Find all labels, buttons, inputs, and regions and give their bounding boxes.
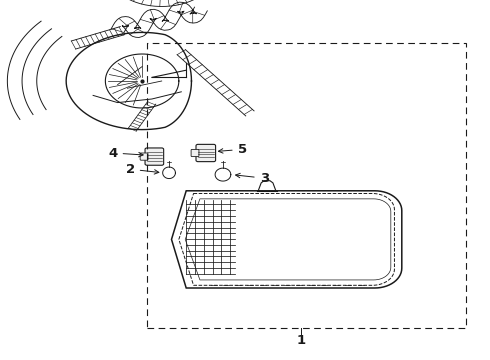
- Text: 4: 4: [108, 147, 143, 159]
- Text: 1: 1: [297, 334, 306, 347]
- Text: 2: 2: [125, 163, 159, 176]
- Text: 3: 3: [236, 172, 269, 185]
- FancyBboxPatch shape: [145, 148, 164, 165]
- FancyBboxPatch shape: [196, 144, 216, 162]
- FancyBboxPatch shape: [140, 153, 148, 160]
- Text: 5: 5: [219, 143, 247, 156]
- FancyBboxPatch shape: [191, 149, 199, 157]
- Bar: [147, 43, 465, 328]
